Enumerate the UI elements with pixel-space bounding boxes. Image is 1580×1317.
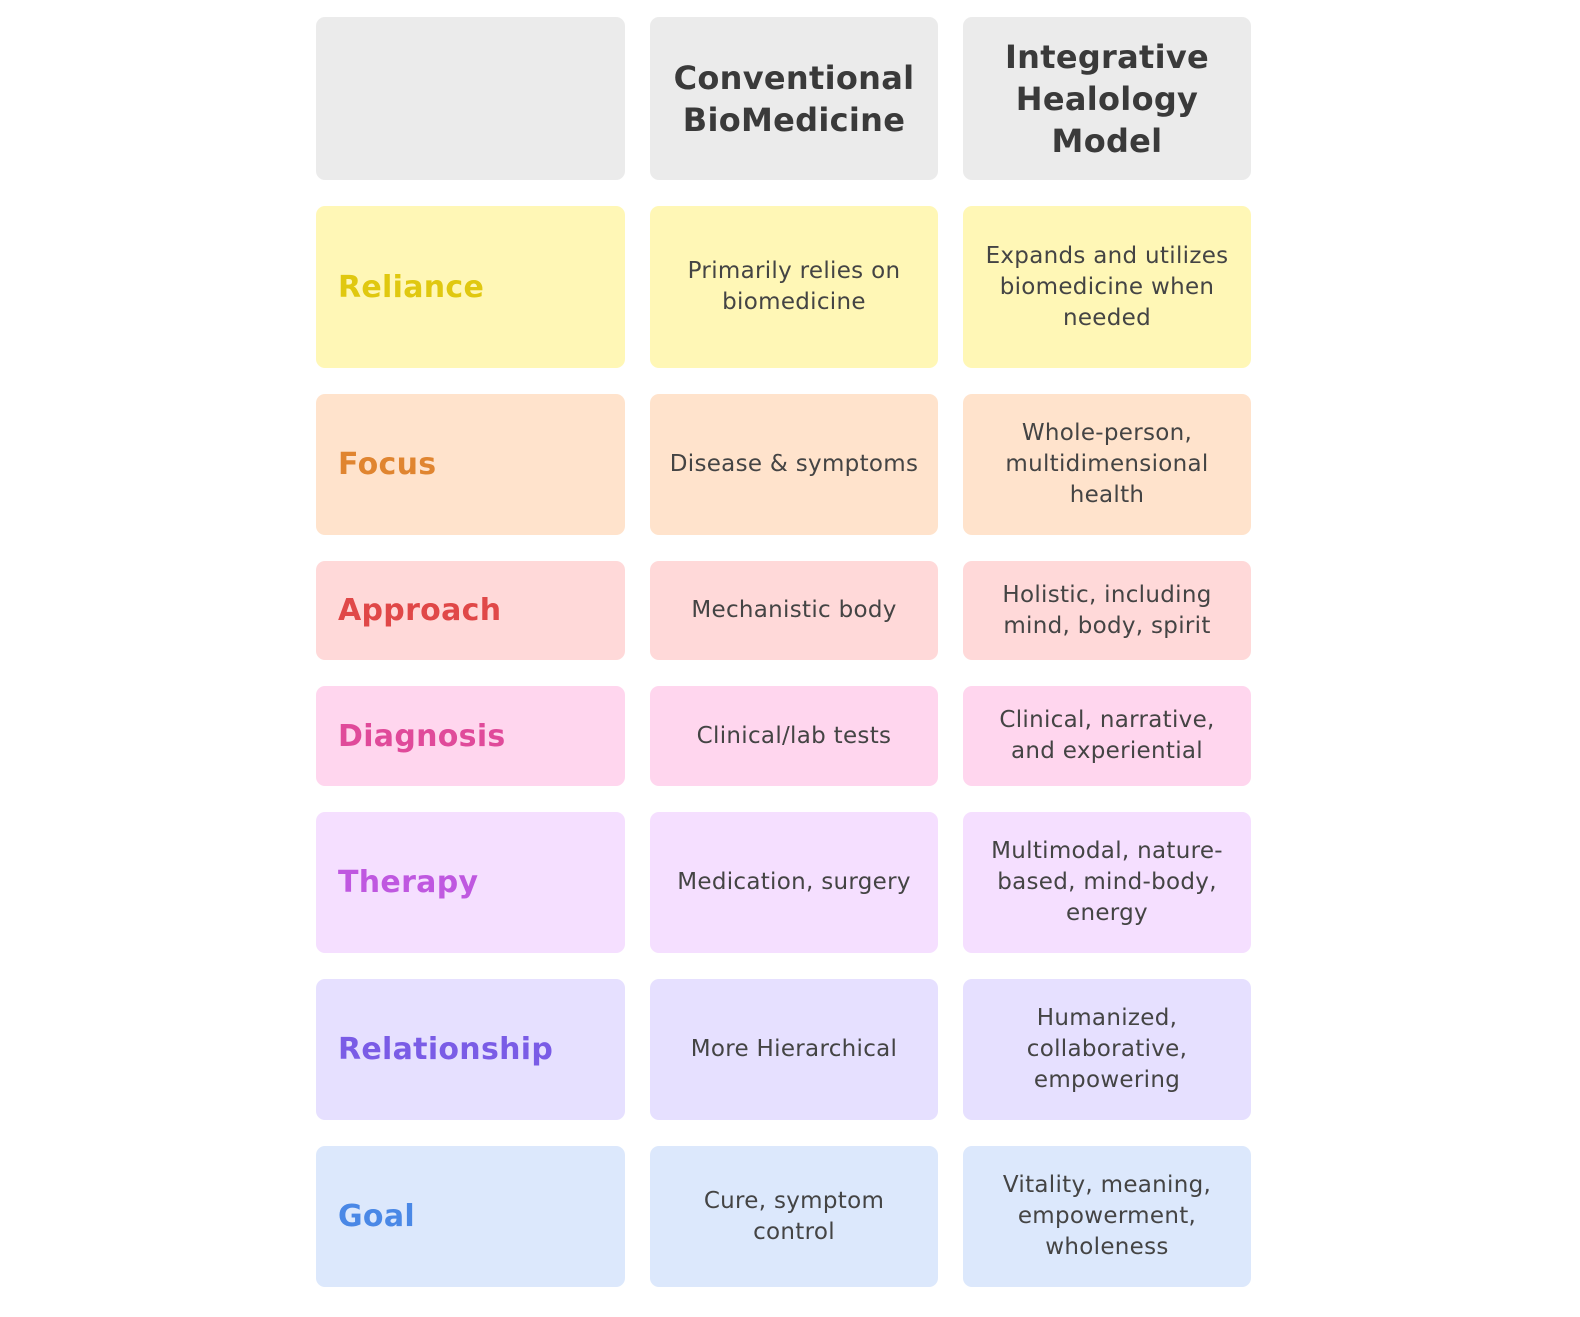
row-label-reliance: Reliance <box>316 206 625 368</box>
row-label-approach: Approach <box>316 561 625 660</box>
row-label-focus: Focus <box>316 394 625 535</box>
header-conventional: Conventional BioMedicine <box>650 17 938 180</box>
header-empty <box>316 17 625 180</box>
row-label-therapy: Therapy <box>316 812 625 953</box>
integrative-cell-relationship: Humanized, collaborative, empowering <box>963 979 1251 1120</box>
row-label-relationship: Relationship <box>316 979 625 1120</box>
conventional-cell-diagnosis: Clinical/lab tests <box>650 686 938 786</box>
conventional-cell-therapy: Medication, surgery <box>650 812 938 953</box>
integrative-cell-reliance: Expands and utilizes biomedicine when ne… <box>963 206 1251 368</box>
comparison-table: Conventional BioMedicine Integrative Hea… <box>316 17 1251 1287</box>
integrative-cell-therapy: Multimodal, nature-based, mind-body, ene… <box>963 812 1251 953</box>
conventional-cell-goal: Cure, symptom control <box>650 1146 938 1287</box>
conventional-cell-reliance: Primarily relies on biomedicine <box>650 206 938 368</box>
row-label-goal: Goal <box>316 1146 625 1287</box>
integrative-cell-diagnosis: Clinical, narrative, and experiential <box>963 686 1251 786</box>
row-label-diagnosis: Diagnosis <box>316 686 625 786</box>
integrative-cell-approach: Holistic, including mind, body, spirit <box>963 561 1251 660</box>
integrative-cell-goal: Vitality, meaning, empowerment, wholenes… <box>963 1146 1251 1287</box>
header-integrative: Integrative Healology Model <box>963 17 1251 180</box>
conventional-cell-approach: Mechanistic body <box>650 561 938 660</box>
conventional-cell-focus: Disease & symptoms <box>650 394 938 535</box>
conventional-cell-relationship: More Hierarchical <box>650 979 938 1120</box>
integrative-cell-focus: Whole-person, multidimensional health <box>963 394 1251 535</box>
